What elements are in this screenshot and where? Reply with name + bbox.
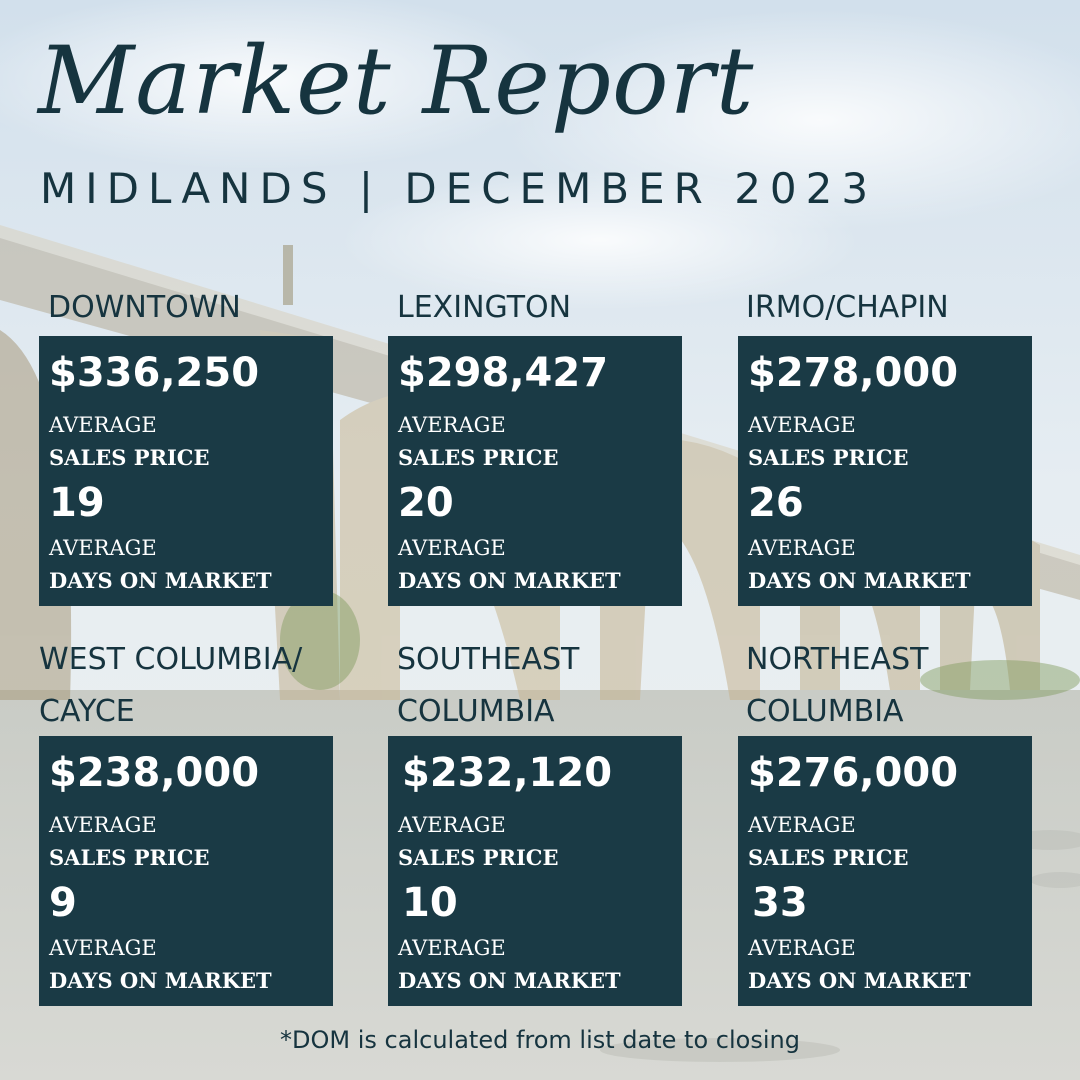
days-on-market-value: 19 [49, 480, 105, 526]
region-name: LEXINGTON [397, 290, 572, 325]
average-sales-price-value: $238,000 [49, 750, 260, 796]
region-name: DOWNTOWN [48, 290, 241, 325]
dom-label-days-on-market: DAYS ON MARKET [49, 568, 272, 593]
price-label-sales-price: SALES PRICE [398, 445, 559, 470]
price-label-sales-price: SALES PRICE [49, 845, 210, 870]
region-name: WEST COLUMBIA/ CAYCE [39, 642, 303, 729]
price-label-average: AVERAGE [748, 813, 856, 837]
dom-label-average: AVERAGE [398, 936, 506, 960]
days-on-market-value: 33 [752, 880, 808, 926]
dom-label-days-on-market: DAYS ON MARKET [748, 968, 971, 993]
price-label-average: AVERAGE [398, 813, 506, 837]
price-label-sales-price: SALES PRICE [748, 445, 909, 470]
stats-card-west-columbia-cayce: $238,000 AVERAGE SALES PRICE 9 AVERAGE D… [39, 736, 333, 1006]
page-title: Market Report [38, 27, 755, 136]
days-on-market-value: 10 [402, 880, 458, 926]
price-label-average: AVERAGE [49, 413, 157, 437]
dom-label-average: AVERAGE [49, 536, 157, 560]
footnote: *DOM is calculated from list date to clo… [280, 1026, 800, 1054]
price-label-average: AVERAGE [49, 813, 157, 837]
average-sales-price-value: $336,250 [49, 350, 260, 396]
region-name: IRMO/CHAPIN [746, 290, 949, 325]
days-on-market-value: 26 [748, 480, 804, 526]
days-on-market-value: 20 [398, 480, 454, 526]
price-label-sales-price: SALES PRICE [49, 445, 210, 470]
dom-label-days-on-market: DAYS ON MARKET [748, 568, 971, 593]
price-label-average: AVERAGE [398, 413, 506, 437]
stats-card-northeast-columbia: $276,000 AVERAGE SALES PRICE 33 AVERAGE … [738, 736, 1032, 1006]
stats-card-irmo-chapin: $278,000 AVERAGE SALES PRICE 26 AVERAGE … [738, 336, 1032, 606]
days-on-market-value: 9 [49, 880, 77, 926]
average-sales-price-value: $232,120 [402, 750, 613, 796]
dom-label-average: AVERAGE [748, 536, 856, 560]
price-label-average: AVERAGE [748, 413, 856, 437]
dom-label-average: AVERAGE [748, 936, 856, 960]
average-sales-price-value: $276,000 [748, 750, 959, 796]
region-name: SOUTHEAST COLUMBIA [397, 642, 580, 729]
price-label-sales-price: SALES PRICE [748, 845, 909, 870]
stats-card-lexington: $298,427 AVERAGE SALES PRICE 20 AVERAGE … [388, 336, 682, 606]
price-label-sales-price: SALES PRICE [398, 845, 559, 870]
dom-label-days-on-market: DAYS ON MARKET [398, 568, 621, 593]
dom-label-days-on-market: DAYS ON MARKET [49, 968, 272, 993]
average-sales-price-value: $298,427 [398, 350, 609, 396]
average-sales-price-value: $278,000 [748, 350, 959, 396]
page-subtitle: MIDLANDS | DECEMBER 2023 [40, 164, 878, 213]
dom-label-average: AVERAGE [49, 936, 157, 960]
dom-label-days-on-market: DAYS ON MARKET [398, 968, 621, 993]
dom-label-average: AVERAGE [398, 536, 506, 560]
region-name: NORTHEAST COLUMBIA [746, 642, 929, 729]
stats-card-downtown: $336,250 AVERAGE SALES PRICE 19 AVERAGE … [39, 336, 333, 606]
stats-card-southeast-columbia: $232,120 AVERAGE SALES PRICE 10 AVERAGE … [388, 736, 682, 1006]
